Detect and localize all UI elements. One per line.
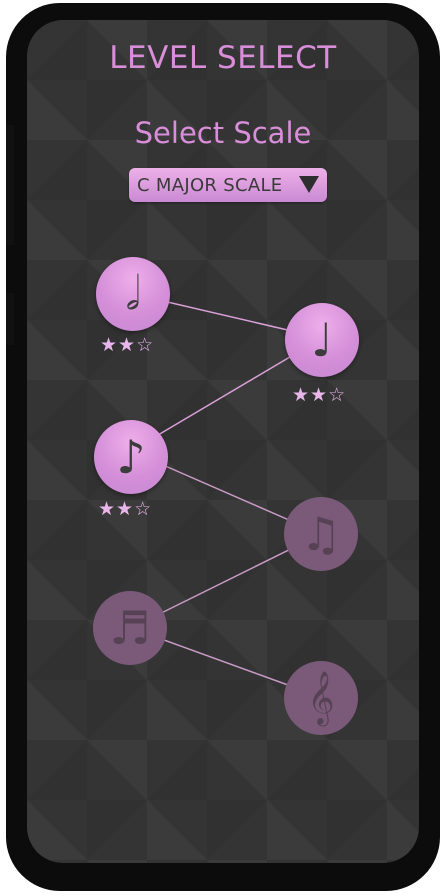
quarter-note-icon: ♩ — [311, 313, 333, 367]
treble-clef-icon: 𝄞 — [307, 670, 335, 724]
scale-dropdown-value: C MAJOR SCALE — [137, 174, 283, 196]
level-node-6[interactable]: 𝄞 — [284, 661, 358, 735]
level-3-stars: ★★☆ — [98, 498, 153, 520]
game-screen: LEVEL SELECT Select Scale C MAJOR SCALE … — [27, 20, 419, 863]
level-node-3[interactable]: ♪ — [94, 420, 168, 494]
scale-dropdown[interactable]: C MAJOR SCALE — [129, 168, 327, 202]
level-1-stars: ★★☆ — [100, 334, 155, 356]
level-node-5[interactable]: ♬ — [93, 591, 167, 665]
eighth-note-icon: ♪ — [116, 430, 146, 484]
power-button — [6, 293, 14, 345]
half-note-icon: 𝅗𝅥 — [125, 266, 141, 320]
level-path — [130, 293, 323, 698]
level-node-4[interactable]: ♫ — [284, 497, 358, 571]
volume-button — [6, 125, 14, 245]
triangle-down-icon — [299, 176, 319, 193]
beamed-eighth-notes-icon: ♫ — [300, 507, 342, 561]
level-node-2[interactable]: ♩ — [285, 303, 359, 377]
level-node-1[interactable]: 𝅗𝅥 — [96, 257, 170, 331]
level-2-stars: ★★☆ — [292, 384, 347, 406]
page-subtitle: Select Scale — [134, 116, 312, 150]
page-title: LEVEL SELECT — [109, 40, 337, 76]
sixteenth-note-icon: ♬ — [109, 601, 151, 655]
